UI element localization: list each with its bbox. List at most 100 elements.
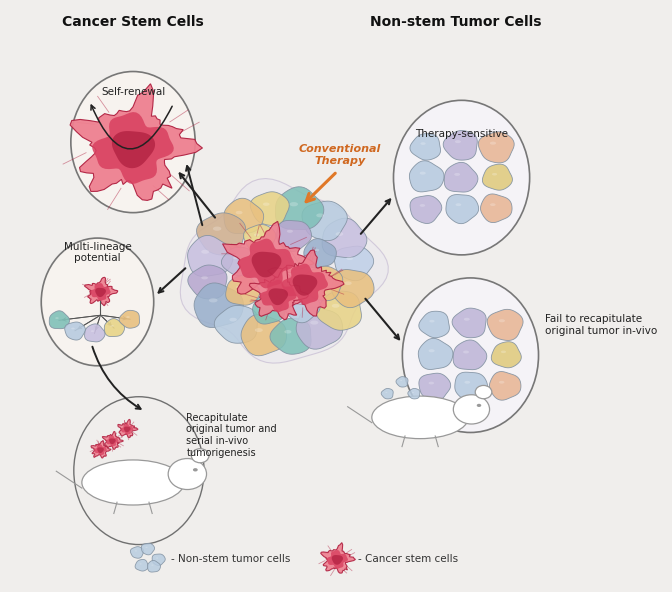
Ellipse shape [236, 211, 243, 214]
Ellipse shape [193, 468, 198, 471]
Ellipse shape [464, 381, 470, 384]
Text: Cancer Stem Cells: Cancer Stem Cells [62, 15, 204, 29]
Ellipse shape [412, 392, 414, 393]
Polygon shape [446, 195, 478, 224]
Polygon shape [70, 84, 202, 201]
Polygon shape [478, 132, 514, 163]
Polygon shape [194, 283, 243, 327]
Ellipse shape [385, 392, 388, 393]
Polygon shape [418, 339, 453, 369]
Polygon shape [65, 322, 85, 340]
Ellipse shape [475, 385, 492, 399]
Ellipse shape [499, 381, 505, 384]
Polygon shape [321, 543, 355, 573]
Ellipse shape [454, 395, 490, 424]
Ellipse shape [501, 350, 506, 353]
Polygon shape [453, 340, 487, 369]
Polygon shape [91, 440, 111, 458]
Polygon shape [249, 266, 308, 320]
Ellipse shape [91, 330, 94, 332]
Polygon shape [119, 310, 140, 328]
Polygon shape [259, 280, 296, 312]
Polygon shape [277, 220, 312, 252]
Polygon shape [92, 112, 174, 184]
Ellipse shape [429, 382, 434, 384]
Polygon shape [94, 445, 107, 455]
Polygon shape [452, 308, 486, 337]
Ellipse shape [332, 304, 339, 308]
Polygon shape [109, 439, 116, 444]
Text: - Cancer stem cells: - Cancer stem cells [358, 555, 458, 564]
Polygon shape [95, 288, 106, 297]
Ellipse shape [400, 380, 403, 381]
Ellipse shape [255, 328, 263, 332]
Ellipse shape [55, 317, 58, 319]
Polygon shape [482, 164, 512, 190]
Polygon shape [241, 314, 286, 356]
Ellipse shape [429, 320, 435, 323]
Ellipse shape [151, 565, 154, 566]
Ellipse shape [254, 233, 259, 236]
Polygon shape [112, 131, 155, 168]
Ellipse shape [134, 551, 137, 552]
Polygon shape [335, 246, 374, 281]
Ellipse shape [456, 203, 461, 206]
Polygon shape [226, 275, 260, 305]
Polygon shape [251, 252, 282, 278]
Ellipse shape [310, 320, 319, 324]
Polygon shape [327, 550, 348, 569]
Polygon shape [124, 427, 130, 432]
Ellipse shape [335, 232, 343, 236]
Polygon shape [419, 311, 450, 337]
Text: Fail to recapitulate
original tumor in-vivo: Fail to recapitulate original tumor in-v… [546, 314, 658, 336]
Polygon shape [491, 342, 521, 368]
Ellipse shape [346, 257, 353, 260]
Ellipse shape [372, 396, 468, 439]
Ellipse shape [394, 100, 530, 255]
Ellipse shape [421, 142, 425, 145]
Text: Multi-lineage
potential: Multi-lineage potential [64, 242, 131, 263]
Polygon shape [269, 288, 288, 305]
Polygon shape [187, 236, 233, 276]
Polygon shape [250, 192, 289, 226]
Polygon shape [303, 266, 343, 301]
Ellipse shape [344, 281, 351, 285]
Polygon shape [381, 388, 393, 399]
Ellipse shape [145, 547, 148, 548]
Polygon shape [410, 134, 441, 160]
Text: Recapitulate
original tumor and
serial in-vivo
tumorigenesis: Recapitulate original tumor and serial i… [186, 413, 277, 458]
Polygon shape [408, 388, 420, 399]
Polygon shape [267, 250, 344, 316]
Polygon shape [489, 372, 521, 400]
Ellipse shape [192, 449, 209, 463]
Polygon shape [409, 161, 444, 192]
Ellipse shape [263, 202, 269, 206]
Polygon shape [121, 424, 134, 435]
Polygon shape [130, 546, 144, 558]
Ellipse shape [233, 256, 239, 259]
Ellipse shape [287, 230, 293, 233]
Ellipse shape [71, 72, 195, 213]
Polygon shape [286, 292, 321, 323]
Ellipse shape [403, 278, 538, 433]
Polygon shape [396, 377, 408, 387]
Ellipse shape [110, 325, 114, 327]
Polygon shape [270, 318, 311, 354]
Ellipse shape [314, 249, 319, 252]
Polygon shape [221, 247, 254, 276]
Polygon shape [97, 448, 104, 453]
Ellipse shape [429, 349, 435, 352]
Ellipse shape [209, 298, 218, 303]
Ellipse shape [126, 316, 130, 318]
Polygon shape [282, 263, 328, 305]
Ellipse shape [156, 558, 159, 559]
Polygon shape [222, 221, 314, 299]
Polygon shape [332, 269, 374, 308]
Polygon shape [224, 198, 263, 234]
Ellipse shape [213, 227, 221, 231]
Polygon shape [410, 195, 442, 224]
Ellipse shape [263, 304, 268, 307]
Polygon shape [322, 218, 367, 258]
Polygon shape [304, 239, 336, 268]
Polygon shape [135, 559, 149, 571]
